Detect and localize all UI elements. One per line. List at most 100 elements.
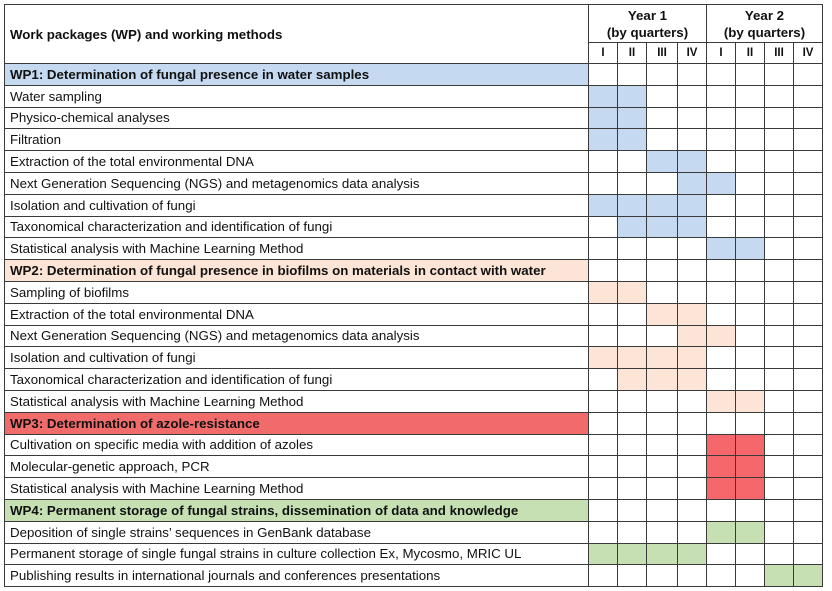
- quarter-cell: [764, 433, 794, 457]
- quarter-cell: [588, 324, 618, 348]
- quarter-header: I: [588, 42, 618, 64]
- task-row: Filtration: [4, 128, 823, 152]
- quarter-cell: [677, 411, 707, 435]
- quarter-cell: [764, 477, 794, 500]
- table-title: Work packages (WP) and working methods: [4, 4, 589, 64]
- quarter-cell: [735, 84, 765, 108]
- quarter-cell: [588, 63, 618, 86]
- quarter-cell: [793, 477, 823, 500]
- quarter-cell: [735, 63, 765, 86]
- quarter-cell: [617, 477, 647, 500]
- quarter-cell: [735, 150, 765, 173]
- quarter-cell: [764, 63, 794, 86]
- task-label: Statistical analysis with Machine Learni…: [4, 237, 589, 261]
- scheduled-quarter-cell: [588, 84, 618, 108]
- quarter-cell: [793, 389, 823, 413]
- quarter-cell: [764, 237, 794, 261]
- scheduled-quarter-cell: [677, 368, 707, 391]
- task-row: Statistical analysis with Machine Learni…: [4, 237, 823, 261]
- quarter-cell: [735, 498, 765, 522]
- wp3-header-row: WP3: Determination of azole-resistance: [4, 411, 823, 435]
- quarter-cell: [617, 150, 647, 173]
- quarter-cell: [588, 259, 618, 282]
- quarter-cell: [706, 215, 736, 239]
- quarter-cell: [764, 171, 794, 195]
- quarter-cell: [764, 106, 794, 130]
- wp2-header-row: WP2: Determination of fungal presence in…: [4, 259, 823, 282]
- quarter-cell: [617, 259, 647, 282]
- quarter-cell: [677, 106, 707, 130]
- quarter-cell: [617, 237, 647, 261]
- task-row: Physico-chemical analyses: [4, 106, 823, 130]
- wp4-header-row: WP4: Permanent storage of fungal strains…: [4, 498, 823, 522]
- quarter-cell: [677, 520, 707, 544]
- scheduled-quarter-cell: [617, 280, 647, 304]
- quarter-cell: [764, 215, 794, 239]
- quarter-cell: [793, 411, 823, 435]
- task-row: Molecular-genetic approach, PCR: [4, 455, 823, 479]
- quarter-cell: [706, 63, 736, 86]
- quarter-cell: [706, 346, 736, 370]
- scheduled-quarter-cell: [677, 542, 707, 566]
- task-label: Sampling of biofilms: [4, 280, 589, 304]
- quarter-cell: [706, 193, 736, 217]
- quarter-cell: [793, 150, 823, 173]
- quarter-cell: [646, 171, 678, 195]
- scheduled-quarter-cell: [646, 193, 678, 217]
- quarter-cell: [793, 237, 823, 261]
- quarter-cell: [646, 84, 678, 108]
- scheduled-quarter-cell: [706, 389, 736, 413]
- task-row: Statistical analysis with Machine Learni…: [4, 477, 823, 500]
- quarter-cell: [735, 106, 765, 130]
- quarter-cell: [646, 433, 678, 457]
- header-row-quarters: I II III IV I II III IV: [5, 42, 823, 64]
- scheduled-quarter-cell: [677, 324, 707, 348]
- scheduled-quarter-cell: [677, 193, 707, 217]
- quarter-cell: [764, 302, 794, 326]
- task-label: Physico-chemical analyses: [4, 106, 589, 130]
- scheduled-quarter-cell: [706, 520, 736, 544]
- quarter-cell: [793, 498, 823, 522]
- scheduled-quarter-cell: [677, 302, 707, 326]
- quarter-cell: [677, 259, 707, 282]
- quarter-cell: [677, 433, 707, 457]
- quarter-header: II: [617, 42, 647, 64]
- scheduled-quarter-cell: [588, 128, 618, 152]
- quarter-cell: [793, 106, 823, 130]
- scheduled-quarter-cell: [677, 346, 707, 370]
- quarter-cell: [764, 455, 794, 479]
- quarter-cell: [706, 84, 736, 108]
- task-row: Extraction of the total environmental DN…: [4, 302, 823, 326]
- quarter-cell: [793, 63, 823, 86]
- quarter-cell: [677, 237, 707, 261]
- wp2-title: WP2: Determination of fungal presence in…: [4, 259, 589, 282]
- quarter-cell: [617, 433, 647, 457]
- quarter-cell: [588, 498, 618, 522]
- scheduled-quarter-cell: [646, 368, 678, 391]
- quarter-cell: [677, 63, 707, 86]
- task-row: Water sampling: [4, 84, 823, 108]
- quarter-cell: [646, 280, 678, 304]
- wp3-title: WP3: Determination of azole-resistance: [4, 411, 589, 435]
- scheduled-quarter-cell: [588, 542, 618, 566]
- scheduled-quarter-cell: [646, 542, 678, 566]
- quarter-cell: [646, 237, 678, 261]
- scheduled-quarter-cell: [617, 368, 647, 391]
- quarter-cell: [677, 389, 707, 413]
- quarter-cell: [617, 324, 647, 348]
- task-label: Extraction of the total environmental DN…: [4, 302, 589, 326]
- scheduled-quarter-cell: [764, 564, 794, 588]
- quarter-cell: [735, 280, 765, 304]
- scheduled-quarter-cell: [706, 237, 736, 261]
- quarter-cell: [617, 302, 647, 326]
- quarter-cell: [793, 302, 823, 326]
- quarter-cell: [735, 411, 765, 435]
- task-label: Water sampling: [4, 84, 589, 108]
- year-2-label: Year 2: [744, 7, 785, 23]
- quarter-cell: [706, 150, 736, 173]
- task-label: Statistical analysis with Machine Learni…: [4, 389, 589, 413]
- quarter-cell: [735, 193, 765, 217]
- quarter-cell: [646, 520, 678, 544]
- scheduled-quarter-cell: [617, 128, 647, 152]
- quarter-cell: [646, 63, 678, 86]
